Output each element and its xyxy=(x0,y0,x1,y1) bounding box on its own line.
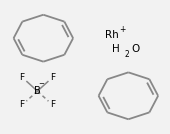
Text: B: B xyxy=(34,86,41,96)
Text: F: F xyxy=(20,73,25,82)
Text: −: − xyxy=(39,81,45,87)
Text: O: O xyxy=(132,44,140,54)
Text: F: F xyxy=(20,100,25,109)
Text: F: F xyxy=(50,100,55,109)
Text: H: H xyxy=(112,44,120,54)
Text: 2: 2 xyxy=(125,50,130,59)
Text: F: F xyxy=(50,73,55,82)
Text: +: + xyxy=(119,25,125,34)
Text: Rh: Rh xyxy=(105,30,118,40)
